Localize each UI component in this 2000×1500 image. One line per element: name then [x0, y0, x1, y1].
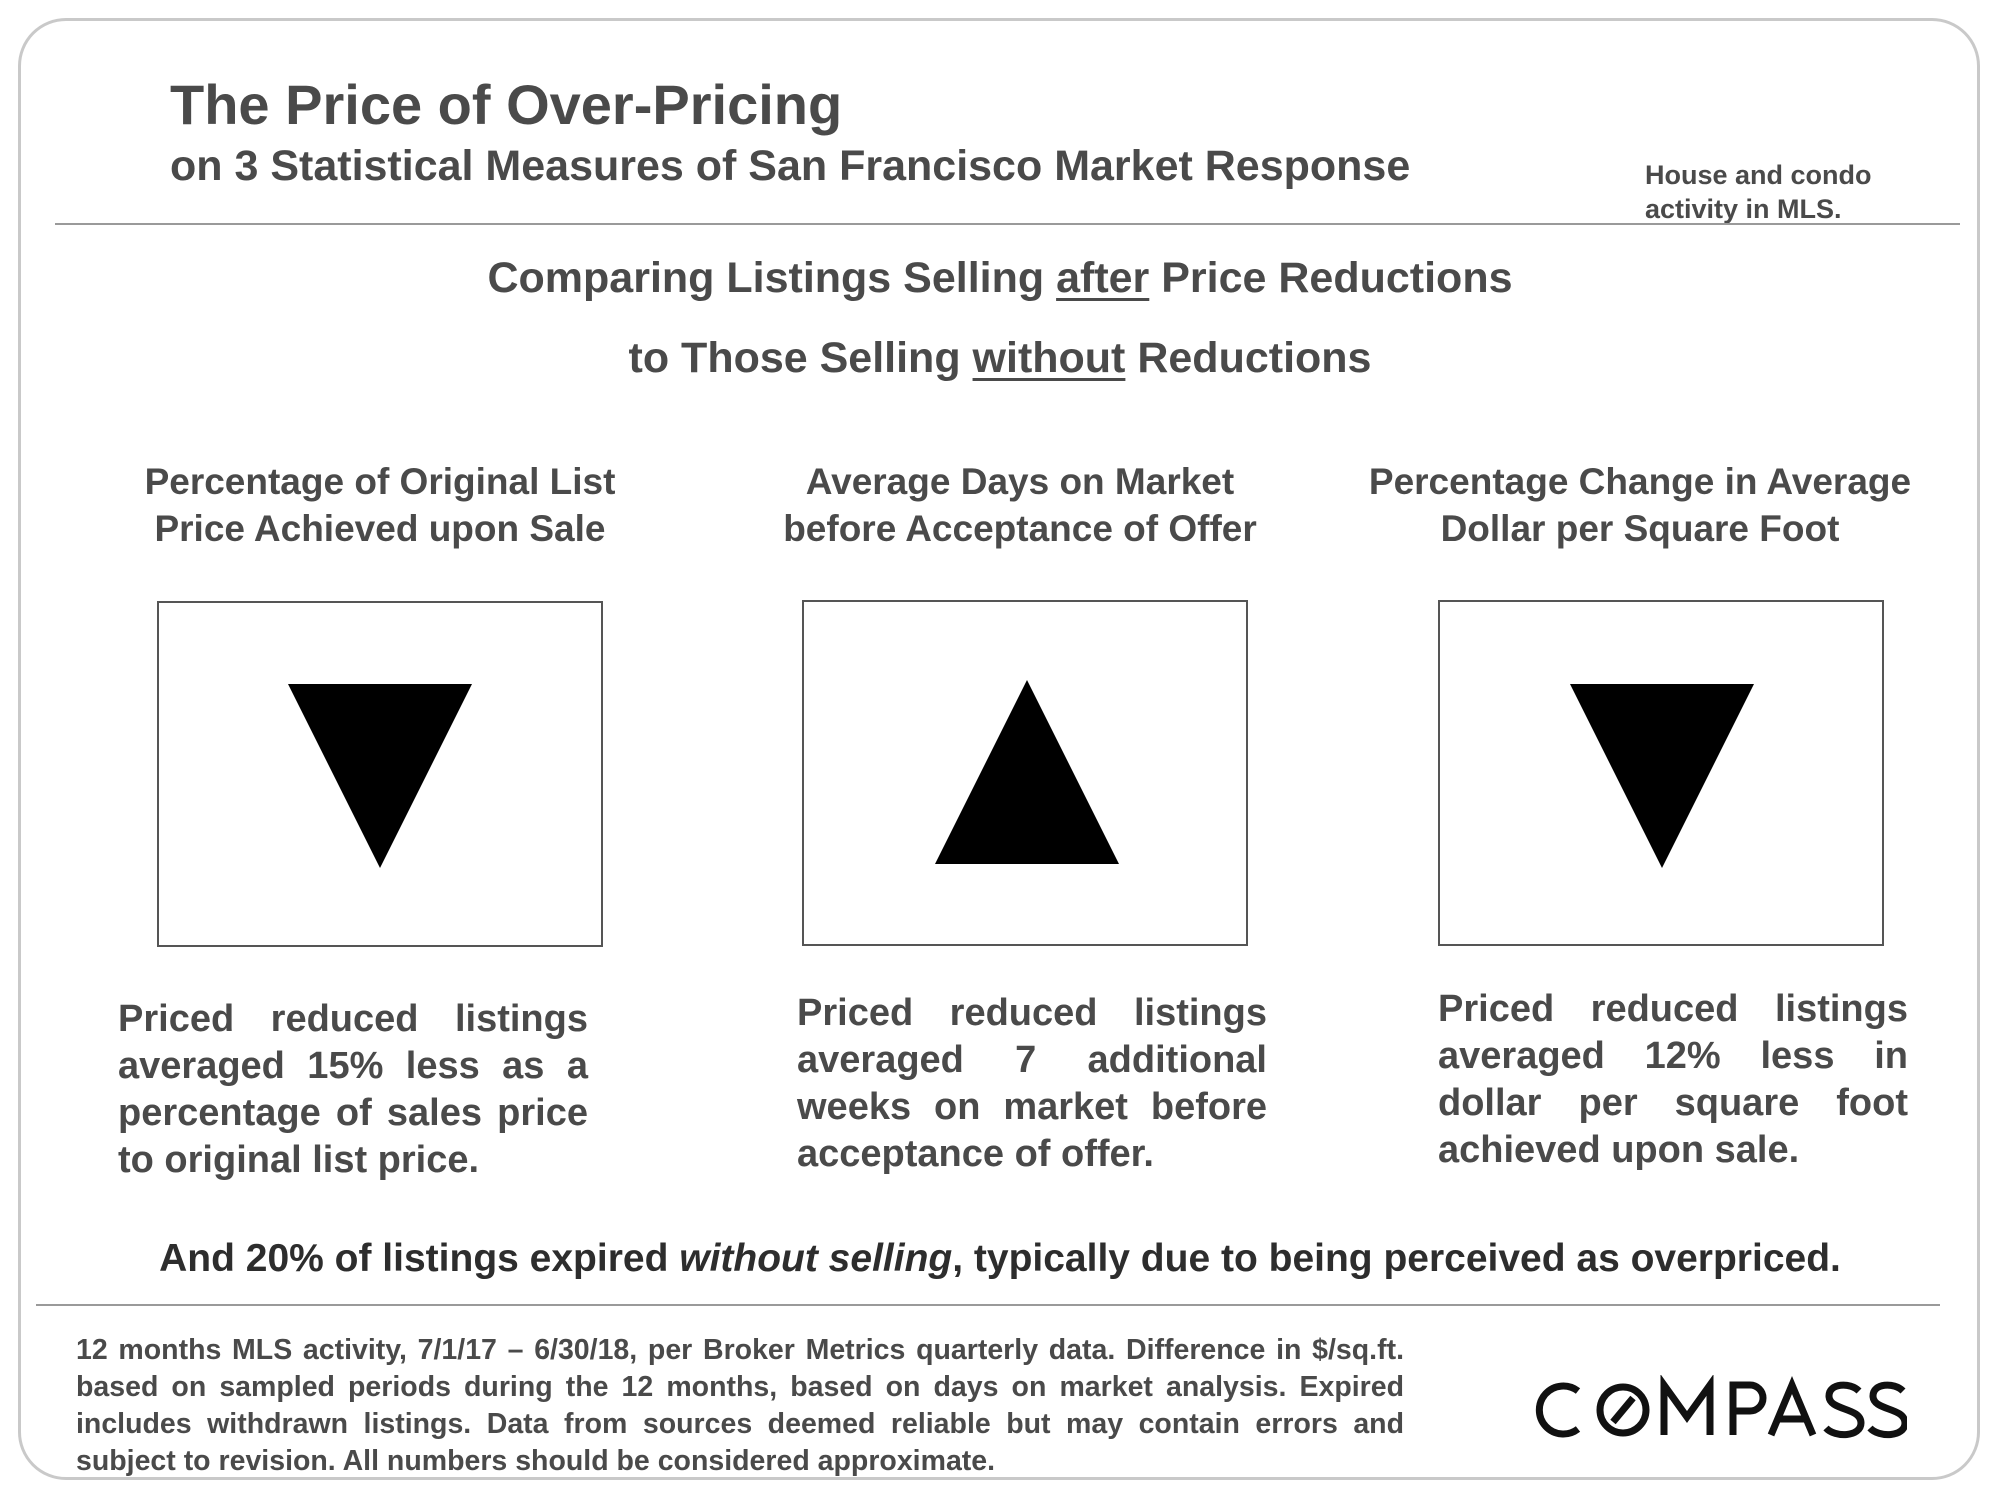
- page-title: The Price of Over-Pricing: [170, 73, 843, 136]
- heading-text: Price Reductions: [1149, 254, 1513, 302]
- compass-logo-mark: [1535, 1374, 1909, 1439]
- measure-title-price-per-sqft: Percentage Change in Average Dollar per …: [1320, 458, 1960, 552]
- heading-text: to Those Selling: [628, 334, 973, 382]
- comparison-heading-line1: Comparing Listings Selling after Price R…: [0, 254, 2000, 303]
- footnote: 12 months MLS activity, 7/1/17 – 6/30/18…: [76, 1334, 1404, 1477]
- up-triangle-icon: [935, 680, 1119, 864]
- footer-divider: [36, 1304, 1940, 1306]
- measure-description-days-on-market: Priced reduced listings averaged 7 addit…: [797, 992, 1267, 1175]
- down-triangle-icon: [1570, 684, 1754, 868]
- conclusion-statement: And 20% of listings expired without sell…: [0, 1237, 2000, 1281]
- indicator-box-days-on-market: [802, 600, 1248, 946]
- conclusion-text: And 20% of listings expired: [159, 1237, 680, 1280]
- compass-logo: [1532, 1374, 1909, 1445]
- heading-text: Comparing Listings Selling: [487, 254, 1057, 302]
- comparison-heading-line2: to Those Selling without Reductions: [0, 334, 2000, 383]
- measure-title-line: before Acceptance of Offer: [783, 508, 1257, 549]
- heading-emphasis: after: [1056, 254, 1150, 302]
- page-subtitle: on 3 Statistical Measures of San Francis…: [170, 142, 1411, 190]
- down-triangle-icon: [288, 684, 472, 868]
- heading-emphasis: without: [972, 334, 1126, 382]
- measure-title-line: Percentage Change in Average: [1368, 461, 1912, 502]
- source-note: House and condo activity in MLS.: [1645, 160, 1872, 224]
- measure-title-line: Average Days on Market: [805, 461, 1235, 502]
- measure-description-price-per-sqft: Priced reduced listings averaged 12% les…: [1438, 988, 1908, 1171]
- measure-title-line: Dollar per Square Foot: [1440, 508, 1840, 549]
- indicator-box-list-price: [157, 601, 603, 947]
- header-divider: [55, 223, 1960, 225]
- measure-title-line: Price Achieved upon Sale: [154, 508, 606, 549]
- measure-title-list-price: Percentage of Original List Price Achiev…: [60, 458, 700, 552]
- measure-description-list-price: Priced reduced listings averaged 15% les…: [118, 998, 588, 1181]
- indicator-box-price-per-sqft: [1438, 600, 1884, 946]
- conclusion-emphasis: without selling: [679, 1237, 953, 1280]
- heading-text: Reductions: [1125, 334, 1372, 382]
- measure-title-line: Percentage of Original List: [144, 461, 616, 502]
- conclusion-text: , typically due to being perceived as ov…: [952, 1237, 1841, 1280]
- measure-title-days-on-market: Average Days on Market before Acceptance…: [700, 458, 1340, 552]
